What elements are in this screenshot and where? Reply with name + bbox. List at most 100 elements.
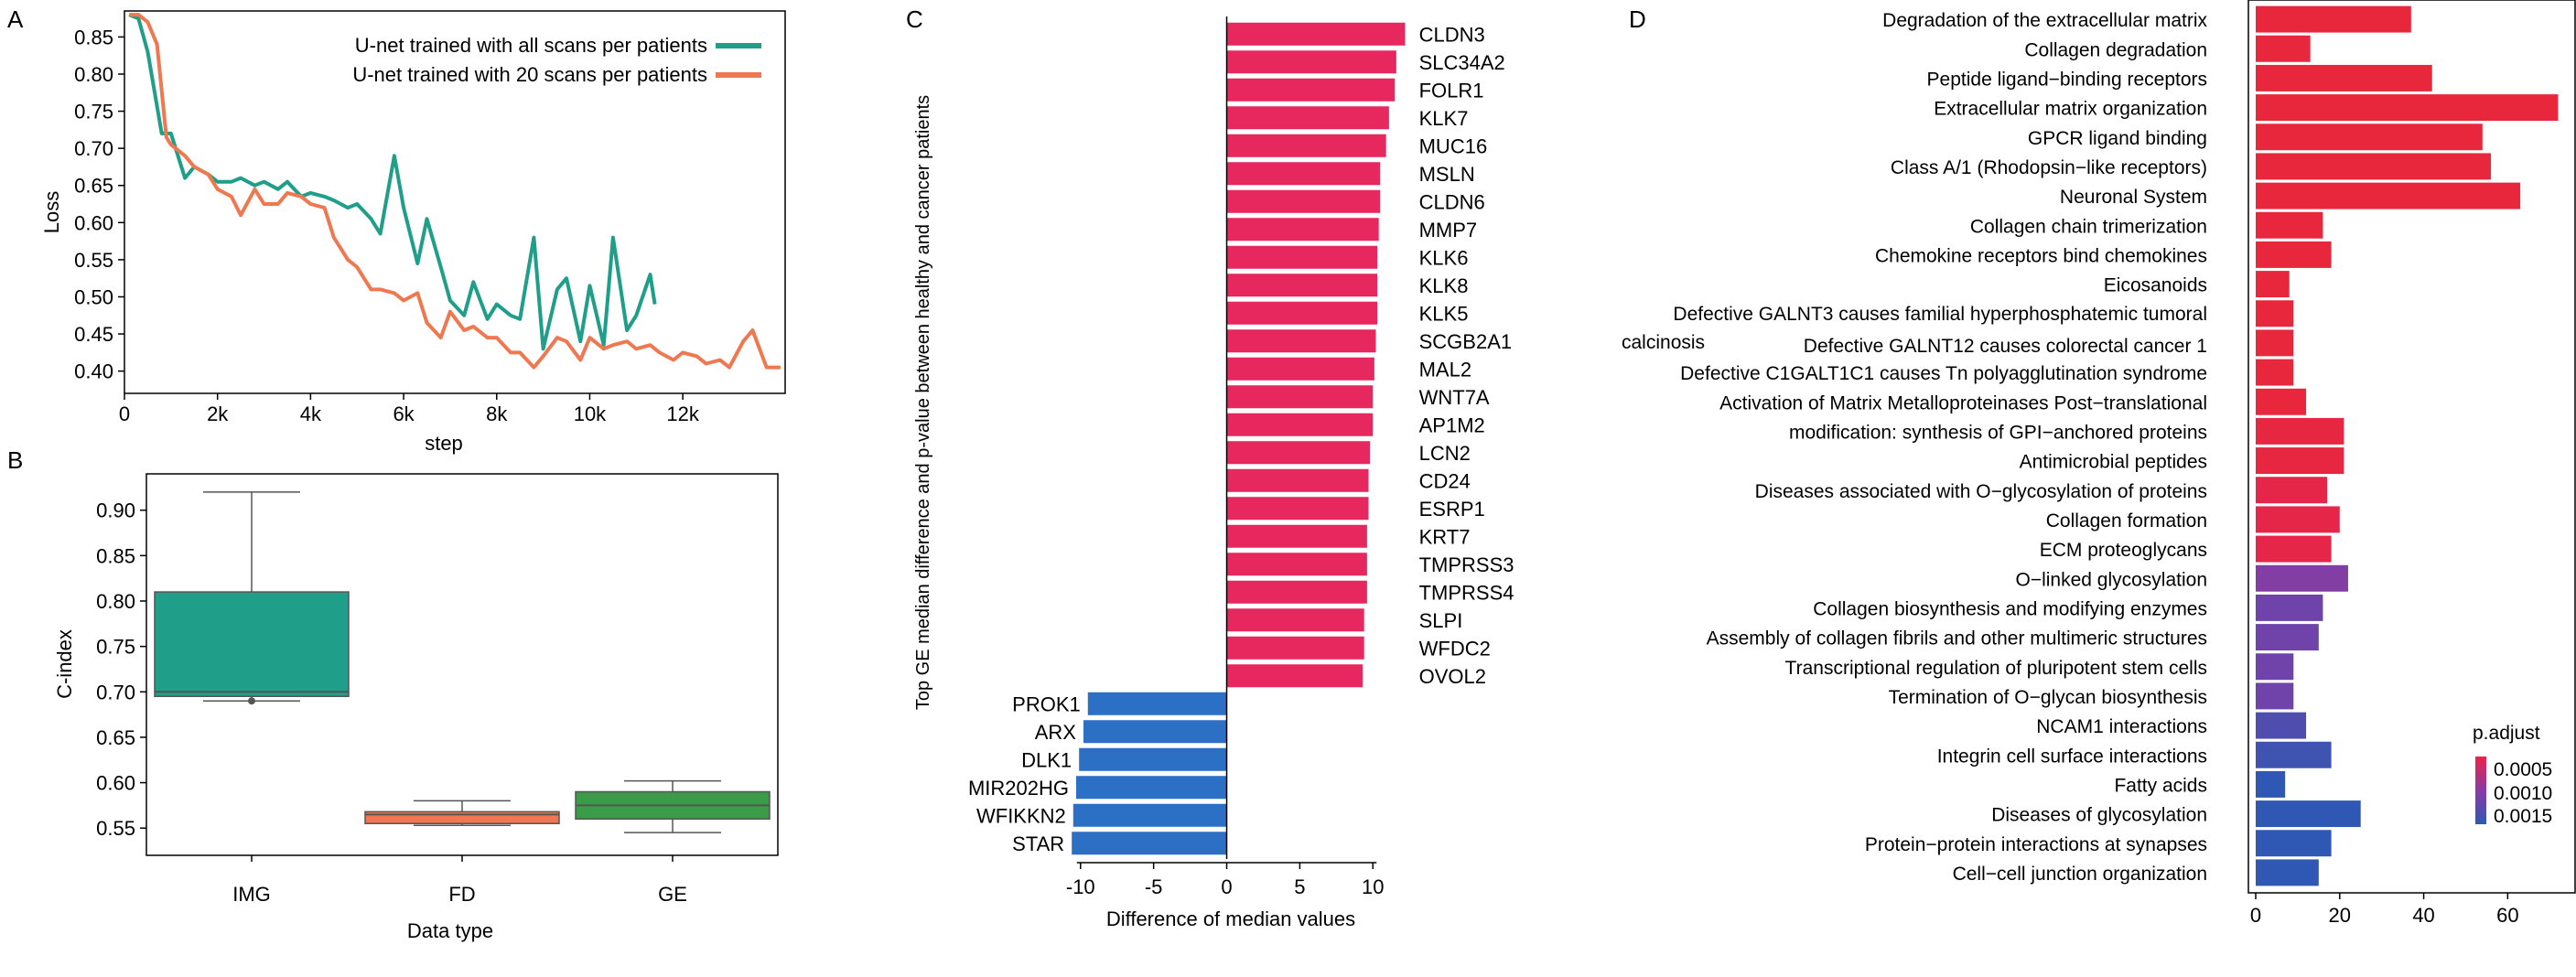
chart-b-xtick-label: IMG [232, 883, 271, 906]
gene-label-wnt7a: WNT7A [1419, 386, 1490, 409]
gene-label-msln: MSLN [1419, 163, 1475, 186]
bar-dlk1 [1079, 747, 1227, 771]
chart-a-frame [124, 10, 786, 394]
gene-label-klk7: KLK7 [1419, 107, 1469, 130]
gene-label-ovol2: OVOL2 [1419, 665, 1486, 688]
bar-wfikkn2 [1072, 803, 1227, 827]
gene-label-klk5: KLK5 [1419, 302, 1469, 325]
pathway-label-18: ECM proteoglycans [2040, 540, 2207, 561]
gene-label-esrp1: ESRP1 [1419, 498, 1485, 521]
chart-b-ytick-label: 0.55 [96, 817, 135, 840]
pathway-label-19: O−linked glycosylation [2015, 569, 2207, 590]
chart-b-ylabel: C-index [53, 629, 76, 699]
chart-b-ytick-label: 0.90 [96, 499, 135, 522]
legend-tick-2: 0.0010 [2494, 783, 2552, 804]
chart-d-axis: 0 20 40 60 [2250, 893, 2519, 927]
bar-klk6 [1226, 245, 1378, 269]
bar-krt7 [1226, 524, 1367, 548]
chart-a-loss: 0 2k 4k 6k 8k 10k 12k 0.40 0.45 0.50 0.55 0.60 0.65 0… [40, 10, 786, 455]
pathway-label-15: Antimicrobial peptides [2020, 452, 2207, 473]
chart-c-axis: -10 -5 0 5 10 [1066, 16, 1385, 898]
pathway-bar-cell-cell-junction-organization [2256, 859, 2319, 886]
gene-label-cldn3: CLDN3 [1419, 23, 1485, 46]
legend-tick-1: 0.0005 [2494, 759, 2552, 780]
gene-label-cd24: CD24 [1419, 469, 1471, 492]
gene-label-slpi: SLPI [1419, 609, 1463, 632]
chart-d-legend: p.adjust 0.0005 0.0010 0.0015 [2473, 723, 2552, 827]
chart-c-xtick-label: 0 [1221, 875, 1232, 898]
panel-label-c: C [906, 5, 923, 33]
bar-wfdc2 [1226, 636, 1364, 660]
chart-a-ytick-label: 0.65 [74, 175, 113, 198]
pathway-label-21: Assembly of collagen fibrils and other m… [1707, 628, 2207, 650]
bar-cd24 [1226, 468, 1369, 492]
chart-b-boxes: IMG FD GE [154, 491, 771, 906]
pathway-bar-eicosanoids [2256, 271, 2290, 298]
pathway-label-26: Fatty acids [2114, 775, 2207, 796]
pathway-bar-collagen-biosynthesis-and-modifying-enzy [2256, 594, 2323, 621]
gene-label-dlk1: DLK1 [1021, 748, 1072, 771]
chart-d-xtick-label: 60 [2496, 904, 2518, 927]
chart-b-cindex: 0.55 0.60 0.65 0.70 0.75 0.80 0.85 0.90 IMG FD GE… [53, 473, 779, 942]
chart-c-xtick-label: -10 [1066, 875, 1095, 898]
pathway-bar-activation-of-matrix-metalloproteinases- [2256, 388, 2307, 415]
chart-c-bars: CLDN3 SLC34A2 FOLR1 KLK7 MUC16 MSLN CLDN6 MMP7 K… [968, 22, 1514, 855]
pathway-label-3: Extracellular matrix organization [1934, 99, 2207, 120]
pathway-bar-degradation-of-the-extracellular-matrix [2256, 5, 2411, 33]
pathway-bar-defective-galnt3-causes-familial-hyperph [2256, 300, 2294, 327]
bar-esrp1 [1226, 497, 1369, 521]
gene-label-klk8: KLK8 [1419, 274, 1469, 297]
pathway-bar-o-linked-glycosylation [2256, 564, 2348, 592]
chart-d-pathways: Degradation of the extracellular matrix C… [1622, 0, 2576, 927]
gene-label-muc16: MUC16 [1419, 134, 1488, 157]
legend-label-20-scans: U-net trained with 20 scans per patients [352, 63, 707, 86]
pathway-label-28: Protein−protein interactions at synapses [1865, 834, 2207, 855]
pathway-bar-collagen-chain-trimerization [2256, 211, 2323, 239]
bar-arx [1083, 720, 1227, 744]
chart-b-xtick-label: FD [448, 883, 475, 906]
pathway-bar-peptide-ligand-binding-receptors [2256, 64, 2432, 91]
pathway-bar-collagen-degradation [2256, 35, 2311, 62]
chart-a-xtick-label: 8k [486, 403, 508, 425]
chart-c-xtick-label: -5 [1145, 875, 1163, 898]
chart-a-legend: U-net trained with all scans per patient… [352, 34, 761, 86]
pathway-bar-diseases-associated-with-o-glycosylation [2256, 477, 2328, 504]
chart-c-xtick-label: 10 [1362, 875, 1384, 898]
chart-b-ytick-label: 0.70 [96, 681, 135, 703]
pathway-label-5: Class A/1 (Rhodopsin−like receptors) [1891, 157, 2207, 178]
chart-a-ytick-label: 0.60 [74, 211, 113, 234]
legend-label-all-scans: U-net trained with all scans per patient… [355, 34, 707, 57]
chart-b-ytick-label: 0.80 [96, 590, 135, 613]
pathway-label-6: Neuronal System [2060, 187, 2207, 208]
chart-a-ytick-label: 0.45 [74, 323, 113, 346]
chart-b-ytick-label: 0.85 [96, 544, 135, 567]
bar-wnt7a [1226, 385, 1374, 409]
gene-label-ap1m2: AP1M2 [1419, 413, 1485, 436]
chart-a-xtick-label: 6k [393, 403, 415, 425]
pathway-label-4: GPCR ligand binding [2028, 128, 2207, 149]
pathway-label-10-wrap: calcinosis [1622, 332, 1705, 353]
pathway-bar-assembly-of-collagen-fibrils-and-other-m [2256, 624, 2319, 651]
pathway-label-23: Termination of O−glycan biosynthesis [1889, 687, 2207, 708]
pathway-label-2: Peptide ligand−binding receptors [1927, 69, 2207, 90]
pathway-bar-integrin-cell-surface-interactions [2256, 741, 2332, 768]
bar-tmprss4 [1226, 580, 1367, 604]
gene-label-prok1: PROK1 [1012, 692, 1081, 715]
bar-scgb2a1 [1226, 329, 1376, 353]
pathway-bar-diseases-of-glycosylation [2256, 800, 2361, 828]
chart-a-series [128, 13, 781, 370]
pathway-bar-class-a-1-rhodopsin-like-receptors [2256, 153, 2491, 180]
chart-a-xtick-label: 0 [119, 403, 130, 425]
bar-muc16 [1226, 134, 1386, 157]
bar-mal2 [1226, 357, 1374, 381]
chart-d-bars: Degradation of the extracellular matrix C… [1622, 5, 2559, 886]
series-line-20-scans [129, 13, 781, 370]
chart-c-ylabel: Top GE median difference and p-value bet… [913, 95, 933, 710]
chart-b-ytick-label: 0.65 [96, 726, 135, 749]
chart-b-xlabel: Data type [407, 919, 493, 942]
bar-star [1072, 832, 1227, 855]
pathway-bar-protein-protein-interactions-at-synapses [2256, 830, 2332, 857]
chart-d-xtick-label: 40 [2412, 904, 2434, 927]
pathway-label-12: Defective C1GALT1C1 causes Tn polyagglut… [1680, 363, 2207, 384]
chart-a-xtick-label: 12k [666, 403, 699, 425]
